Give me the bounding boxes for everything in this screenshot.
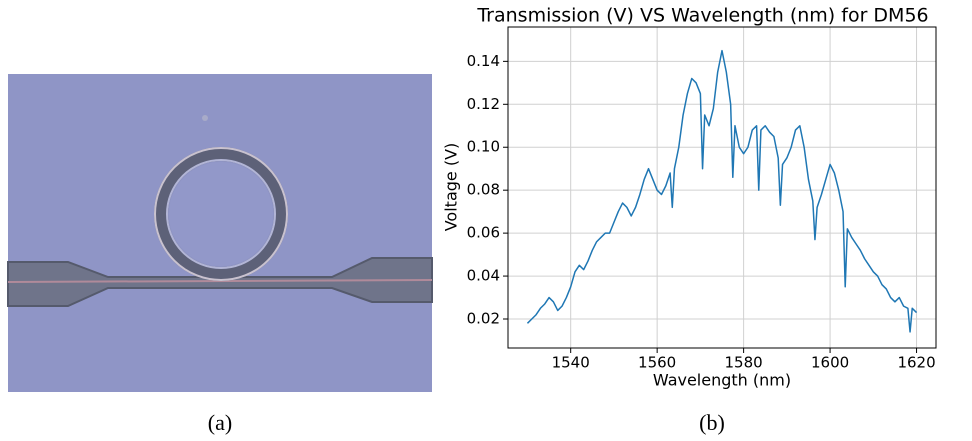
y-tick-label: 0.12 <box>467 95 500 113</box>
x-tick-label: 1580 <box>725 354 763 372</box>
plot-frame <box>508 27 936 348</box>
data-line <box>527 51 916 332</box>
x-tick-label: 1620 <box>897 354 935 372</box>
caption: (a) <box>208 410 232 435</box>
y-tick-label: 0.10 <box>467 138 500 156</box>
y-tick-label: 0.14 <box>467 52 500 70</box>
caption: (b) <box>699 410 725 435</box>
y-axis-label: Voltage (V) <box>442 143 461 232</box>
microscope-image <box>8 74 432 392</box>
x-tick-label: 1560 <box>638 354 676 372</box>
x-tick-label: 1540 <box>552 354 590 372</box>
x-tick-label: 1600 <box>811 354 849 372</box>
y-tick-label: 0.02 <box>467 310 500 328</box>
chart-title: Transmission (V) VS Wavelength (nm) for … <box>476 5 928 27</box>
x-axis-label: Wavelength (nm) <box>653 371 791 390</box>
figure: (a) (b) Transmission (V) VS Wavelength (… <box>0 0 972 441</box>
y-tick-label: 0.08 <box>467 181 500 199</box>
y-tick-label: 0.06 <box>467 224 500 242</box>
y-tick-label: 0.04 <box>467 267 500 285</box>
